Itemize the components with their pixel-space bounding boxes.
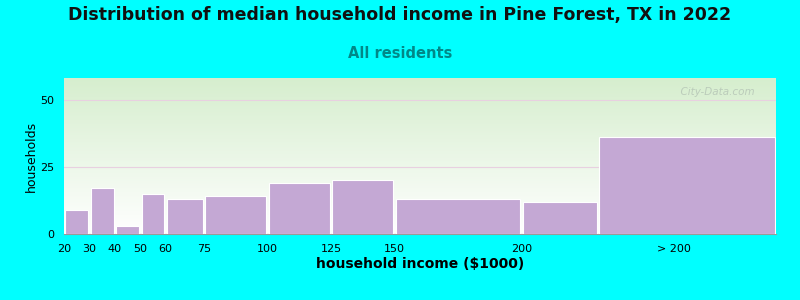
Bar [269,183,330,234]
Bar [142,194,165,234]
Bar [396,199,521,234]
Bar [332,180,394,234]
Bar [90,188,114,234]
X-axis label: household income ($1000): household income ($1000) [316,256,524,271]
Text: Distribution of median household income in Pine Forest, TX in 2022: Distribution of median household income … [69,6,731,24]
Bar [599,137,774,234]
Text: City-Data.com: City-Data.com [674,87,754,98]
Bar [66,210,88,234]
Bar [523,202,597,234]
Bar [116,226,139,234]
Text: All residents: All residents [348,46,452,62]
Bar [205,196,266,234]
Bar [167,199,202,234]
Y-axis label: households: households [24,120,38,192]
